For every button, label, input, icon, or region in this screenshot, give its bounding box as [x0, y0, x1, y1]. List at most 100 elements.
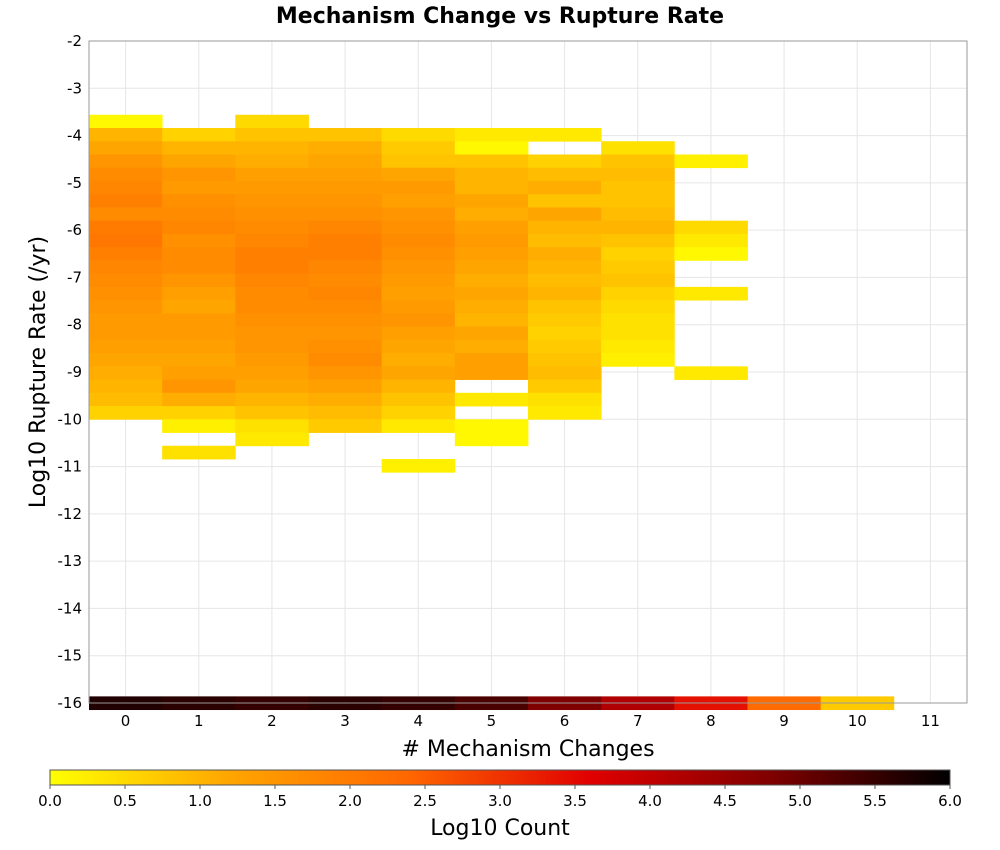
colorbar-tick-label: 0.0	[38, 792, 62, 810]
heatmap-cell	[454, 419, 529, 433]
heatmap-cell	[381, 313, 456, 328]
x-tick-label: 11	[921, 712, 940, 730]
heatmap-cell	[601, 313, 675, 328]
heatmap-cell	[381, 300, 456, 314]
y-tick-label: -4	[67, 127, 82, 145]
heatmap-cell	[381, 286, 456, 301]
heatmap-cell	[162, 366, 236, 380]
heatmap-cell	[454, 167, 529, 182]
heatmap-cell	[381, 260, 456, 275]
heatmap-cell	[308, 366, 383, 380]
heatmap-cell	[674, 286, 748, 301]
heatmap-cell	[89, 406, 163, 420]
x-tick-label: 4	[413, 712, 423, 730]
heatmap-cell	[308, 419, 383, 433]
heatmap-cell	[381, 180, 456, 195]
y-tick-label: -8	[67, 316, 82, 334]
colorbar-tick-label: 5.0	[788, 792, 812, 810]
heatmap-cell	[454, 313, 529, 328]
colorbar-tick-label: 2.5	[413, 792, 437, 810]
heatmap-cell	[454, 353, 529, 367]
heatmap-cell	[162, 273, 236, 288]
heatmap-cell	[454, 273, 529, 288]
heatmap-cell	[89, 207, 163, 222]
heatmap-cell	[162, 154, 236, 169]
x-tick-label: 0	[121, 712, 131, 730]
heatmap-cell	[528, 406, 602, 420]
y-tick-label: -3	[67, 79, 82, 97]
heatmap-cell	[454, 300, 529, 314]
heatmap-cell	[674, 220, 748, 235]
colorbar-tick-label: 3.0	[488, 792, 512, 810]
heatmap-cell	[162, 300, 236, 314]
heatmap-cell	[308, 154, 383, 169]
heatmap-cell	[528, 167, 602, 182]
heatmap-cell	[454, 366, 529, 380]
x-tick-label: 3	[340, 712, 350, 730]
heatmap-cell	[528, 207, 602, 222]
heatmap-cell	[528, 273, 602, 288]
heatmap-cell	[601, 180, 675, 195]
heatmap-cell	[601, 194, 675, 208]
heatmap-cell	[601, 207, 675, 222]
heatmap-cell	[528, 339, 602, 354]
heatmap-cell	[235, 141, 309, 155]
heatmap-cell	[381, 419, 456, 433]
heatmap-cell	[162, 326, 236, 341]
heatmap-cell	[454, 220, 529, 235]
y-tick-label: -12	[58, 505, 83, 523]
heatmap-cell	[308, 339, 383, 354]
x-tick-label: 7	[633, 712, 643, 730]
heatmap-cell	[381, 459, 456, 473]
y-tick-label: -14	[58, 599, 83, 617]
heatmap-cell	[235, 366, 309, 380]
heatmap-cell	[674, 366, 748, 380]
heatmap-cell	[235, 326, 309, 341]
heatmap-cell	[308, 379, 383, 394]
heatmap-cell	[235, 220, 309, 235]
heatmap-cell	[308, 141, 383, 155]
heatmap-cell	[674, 154, 748, 169]
heatmap-cell	[528, 286, 602, 301]
heatmap-cell	[308, 247, 383, 261]
heatmap-cell	[601, 260, 675, 275]
heatmap-cell	[89, 353, 163, 367]
heatmap-cell	[601, 273, 675, 288]
heatmap-cell	[381, 326, 456, 341]
heatmap-cell	[454, 286, 529, 301]
heatmap-cell	[601, 141, 675, 155]
heatmap-cell	[308, 194, 383, 208]
heatmap-cell	[308, 353, 383, 367]
y-tick-label: -7	[67, 268, 82, 286]
heatmap-cell	[528, 353, 602, 367]
colorbar-tick-label: 5.5	[863, 792, 887, 810]
heatmap-cell	[308, 313, 383, 328]
heatmap-cell	[89, 260, 163, 275]
chart-title: Mechanism Change vs Rupture Rate	[276, 4, 724, 29]
heatmap-cell	[674, 233, 748, 248]
heatmap-cell	[381, 128, 456, 142]
heatmap-cell	[89, 326, 163, 341]
heatmap-cell	[454, 392, 529, 407]
heatmap-cell	[235, 260, 309, 275]
colorbar-tick-label: 0.5	[113, 792, 137, 810]
y-tick-label: -10	[58, 410, 83, 428]
heatmap-cell	[162, 207, 236, 222]
heatmap-cell	[89, 313, 163, 328]
heatmap-cell	[381, 154, 456, 169]
heatmap-cell	[235, 353, 309, 367]
heatmap-cell	[235, 167, 309, 182]
heatmap-cell	[162, 247, 236, 261]
heatmap-cell	[381, 247, 456, 261]
heatmap-cell	[89, 233, 163, 248]
y-tick-label: -6	[67, 221, 82, 239]
heatmap-cell	[235, 194, 309, 208]
heatmap-cell	[162, 128, 236, 142]
heatmap-cell	[381, 233, 456, 248]
y-tick-label: -11	[58, 458, 83, 476]
heatmap-cell	[162, 141, 236, 155]
heatmap-cell	[308, 300, 383, 314]
heatmap-cell	[235, 207, 309, 222]
heatmap-cell	[235, 339, 309, 354]
